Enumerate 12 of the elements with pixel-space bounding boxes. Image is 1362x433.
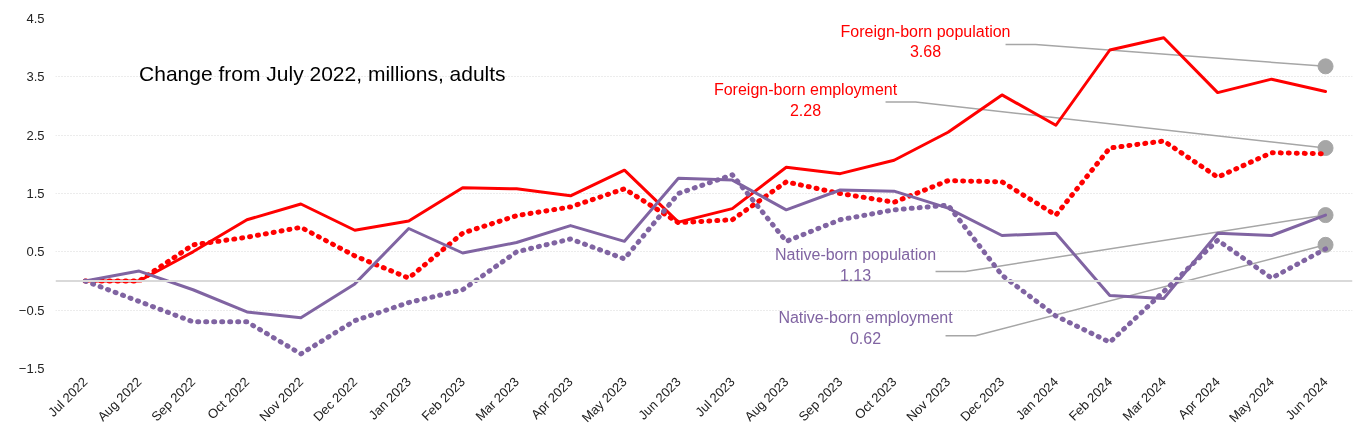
y-tick-label: 2.5	[26, 127, 45, 143]
annotation: Native-born population 1.13	[775, 246, 937, 284]
y-tick-label: 0.5	[26, 244, 45, 260]
y-tick-label: −1.5	[18, 361, 45, 376]
annotation: Native-born employment 0.62	[778, 309, 954, 347]
y-tick-label: 1.5	[26, 186, 45, 201]
annotation: Foreign-born population 3.68	[840, 22, 1011, 61]
y-tick-label: 3.5	[26, 69, 45, 85]
y-tick-label: −0.5	[18, 302, 45, 318]
annotation: Foreign-born employment 2.28	[713, 81, 898, 119]
y-tick-label: 4.5	[26, 11, 45, 26]
text: Change from July 2022, millions, adults	[139, 62, 506, 86]
